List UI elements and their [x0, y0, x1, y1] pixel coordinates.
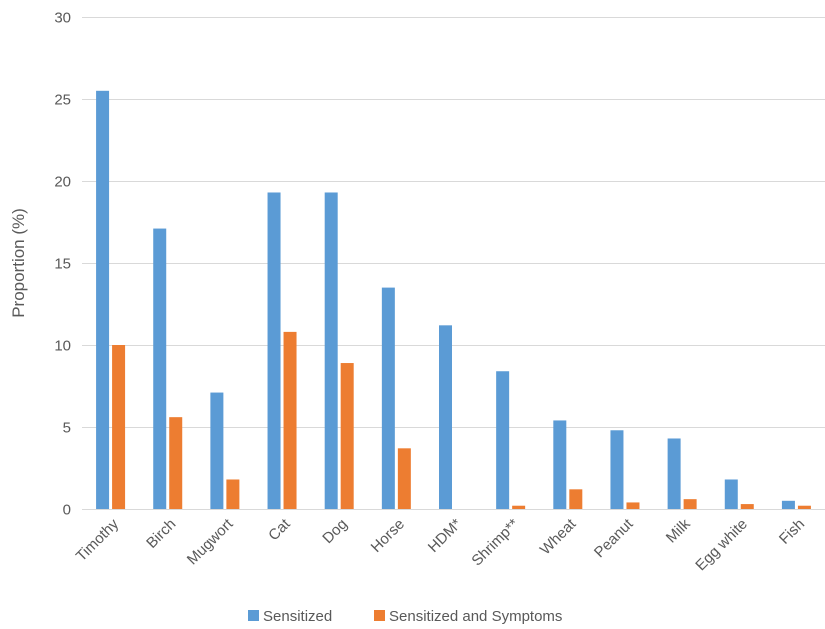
- bar-sensitized-and-symptoms: [512, 505, 526, 509]
- x-tick-label: HDM*: [425, 516, 465, 556]
- x-tick-label: Fish: [776, 516, 808, 548]
- bar-sensitized: [781, 500, 795, 509]
- bar-sensitized-and-symptoms: [569, 489, 583, 509]
- bar-sensitized: [610, 430, 624, 509]
- bar-sensitized: [324, 192, 338, 510]
- bar-sensitized-and-symptoms: [169, 417, 183, 509]
- x-tick-label: Birch: [143, 516, 179, 552]
- y-tick-label: 30: [54, 10, 71, 27]
- y-tick-label: 5: [63, 420, 71, 437]
- gridlines: [82, 17, 825, 510]
- y-tick-label: 15: [54, 256, 71, 273]
- legend-label: Sensitized and Symptoms: [389, 608, 562, 625]
- bar-sensitized-and-symptoms: [340, 363, 354, 509]
- bar-sensitized-and-symptoms: [740, 504, 754, 509]
- x-tick-label: Shrimp**: [468, 515, 522, 569]
- legend-label: Sensitized: [263, 608, 332, 625]
- bar-sensitized: [96, 90, 110, 510]
- bar-sensitized-and-symptoms: [283, 331, 297, 509]
- bar-sensitized: [267, 192, 281, 510]
- y-tick-label: 0: [63, 502, 71, 519]
- x-tick-label: Timothy: [73, 515, 123, 565]
- y-tick-label: 10: [54, 338, 71, 355]
- bar-sensitized: [210, 392, 224, 509]
- bar-sensitized-and-symptoms: [626, 502, 640, 509]
- y-tick-label: 25: [54, 92, 71, 109]
- legend: Sensitized Sensitized and Symptoms: [248, 608, 562, 625]
- bar-sensitized: [496, 371, 510, 509]
- bar-sensitized-and-symptoms: [112, 345, 126, 509]
- bar-sensitized-and-symptoms: [797, 505, 811, 509]
- y-axis-title: Proportion (%): [9, 208, 28, 318]
- bar-sensitized: [724, 479, 738, 509]
- legend-swatch: [374, 610, 385, 621]
- x-tick-label: Horse: [368, 516, 408, 556]
- x-tick-label: Cat: [265, 515, 294, 544]
- bar-sensitized: [153, 228, 167, 509]
- bar-sensitized: [381, 287, 395, 509]
- bars: [96, 90, 811, 510]
- x-tick-label: Egg white: [692, 516, 751, 575]
- y-tick-labels: 0 5 10 15 20 25 30: [54, 10, 71, 519]
- x-tick-label: Mugwort: [184, 515, 237, 568]
- x-tick-label: Wheat: [537, 515, 580, 558]
- bar-sensitized: [439, 325, 452, 509]
- legend-swatch: [248, 610, 259, 621]
- x-tick-label: Peanut: [591, 515, 637, 561]
- x-tick-labels: Timothy Birch Mugwort Cat Dog Horse HDM* Shrimp…: [73, 515, 808, 574]
- y-tick-label: 20: [54, 174, 71, 191]
- bar-sensitized: [667, 438, 681, 509]
- bar-sensitized-and-symptoms: [397, 448, 411, 509]
- x-tick-label: Dog: [319, 516, 350, 547]
- bar-sensitized-and-symptoms: [226, 479, 240, 509]
- x-tick-label: Milk: [663, 515, 694, 546]
- bar-sensitized: [553, 420, 567, 509]
- bar-sensitized-and-symptoms: [683, 499, 697, 509]
